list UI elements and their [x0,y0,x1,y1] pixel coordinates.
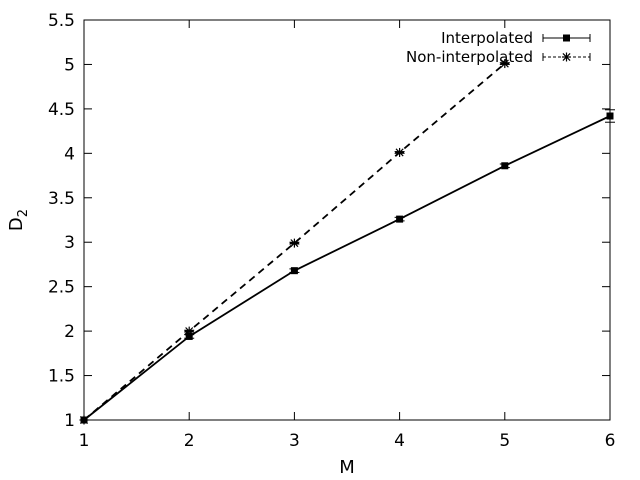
y-axis-label-subscript: 2 [16,209,31,217]
x-tick-label: 3 [289,431,300,451]
y-tick-label: 1.5 [48,367,75,387]
x-tick-label: 5 [499,431,510,451]
data-point-marker [184,326,194,336]
y-tick-label: 2 [64,322,75,342]
data-point-marker [396,215,404,223]
legend-marker-non-interpolated-d2 [562,52,571,62]
data-point-marker-d2 [185,327,194,336]
data-point-marker [501,162,509,170]
series-line-interpolated [83,115,611,421]
y-tick-label: 2.5 [48,278,75,298]
data-point-marker-d2 [290,239,299,248]
data-point-marker [290,267,298,275]
y-tick-label: 3.5 [48,189,75,209]
legend-marker-interpolated [563,34,570,42]
series-interpolated [80,109,615,424]
series-non-interpolated [79,59,510,425]
legend-label-non-interpolated: Non-interpolated [406,48,533,66]
data-point-marker [79,415,89,425]
y-tick-label: 4.5 [48,100,75,120]
plot-area-frame [83,19,611,421]
x-axis-label: M [339,457,355,478]
ticks-layer: 1 2 3 4 5 6 1 1.5 2 2.5 3 3.5 4 4.5 5 5.5 [48,11,615,451]
data-point-marker [289,238,299,248]
legend-marker-non-interpolated [562,52,571,62]
data-point-marker-d2 [500,59,509,68]
data-point-marker [606,112,614,120]
series-layer [79,59,615,425]
x-tick-label: 2 [184,431,195,451]
y-tick-label: 5.5 [48,11,75,31]
series-line-non-interpolated [83,62,506,421]
x-tick-label: 1 [79,431,90,451]
x-tick-label: 6 [605,431,616,451]
data-point-marker-d2 [79,415,89,425]
y-axis-label-group: D2 [6,209,31,231]
y-tick-label: 3 [64,233,75,253]
data-point-marker-d2 [395,148,404,157]
data-point-marker [500,59,510,69]
x-tick-label: 4 [394,431,405,451]
y-axis-label-main: D [6,217,27,231]
y-tick-label: 5 [64,55,75,75]
y-tick-label: 4 [64,144,75,164]
y-axis-label: D2 [6,209,31,231]
y-tick-label: 1 [64,411,75,431]
data-point-marker [395,147,405,157]
legend-label-interpolated: Interpolated [441,29,533,47]
data-point-marker [185,332,193,340]
